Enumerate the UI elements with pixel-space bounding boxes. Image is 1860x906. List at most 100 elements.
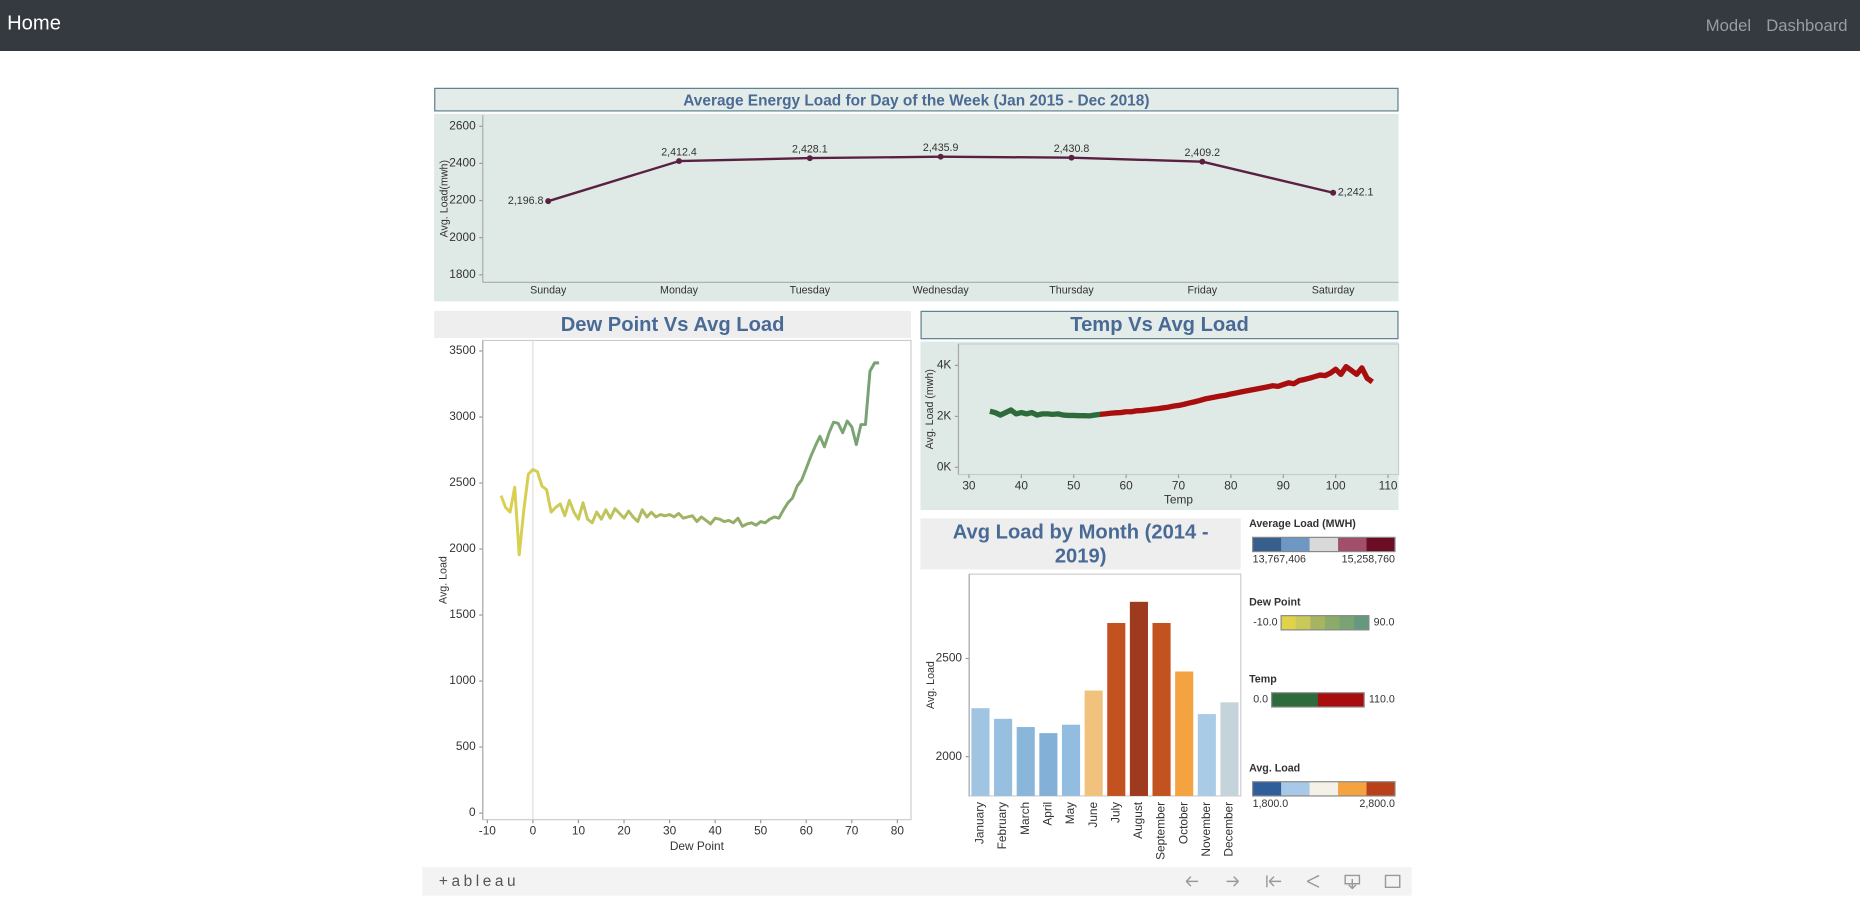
x-tick-label: March bbox=[1018, 802, 1032, 835]
x-tick-label: July bbox=[1108, 802, 1122, 823]
legend-frame bbox=[1252, 781, 1396, 797]
download-icon[interactable] bbox=[1344, 874, 1361, 890]
toolbar-icons bbox=[1185, 874, 1401, 890]
legend-title: Temp bbox=[1249, 674, 1277, 686]
x-tick-label: 10 bbox=[572, 824, 586, 838]
x-tick-label: 40 bbox=[709, 824, 723, 838]
legend-swatch bbox=[1338, 537, 1367, 552]
x-tick-label: 20 bbox=[617, 824, 631, 838]
y-axis-label: Avg. Load (mwh) bbox=[924, 369, 936, 449]
legend-min: 0.0 bbox=[1253, 694, 1268, 706]
y-tick-label: 3000 bbox=[449, 409, 476, 423]
legend-swatch bbox=[1252, 781, 1282, 796]
legend-swatch bbox=[1309, 781, 1339, 796]
data-point bbox=[1199, 158, 1206, 165]
bar bbox=[1084, 690, 1103, 796]
x-tick-label: January bbox=[973, 802, 987, 844]
chart-title: Dew Point Vs Avg Load bbox=[434, 310, 912, 339]
x-tick-label: Thursday bbox=[1049, 284, 1094, 296]
x-tick-label: August bbox=[1131, 801, 1145, 839]
legend-frame bbox=[1280, 615, 1370, 631]
y-tick-label: 2400 bbox=[449, 156, 476, 170]
x-tick-label: Wednesday bbox=[913, 284, 970, 296]
legend-swatch bbox=[1281, 615, 1297, 630]
value-label: 2,409.2 bbox=[1185, 147, 1221, 159]
legend-max: 2,800.0 bbox=[1359, 798, 1395, 810]
legend-swatch bbox=[1281, 537, 1310, 552]
x-tick-label: 100 bbox=[1326, 478, 1346, 492]
y-tick-label: 0K bbox=[937, 459, 952, 473]
y-tick-label: 2K bbox=[937, 409, 952, 423]
bar bbox=[1016, 727, 1035, 796]
y-tick-label: 2500 bbox=[936, 651, 963, 665]
nav-link[interactable]: Model bbox=[1705, 15, 1752, 35]
legend-title: Dew Point bbox=[1249, 596, 1301, 608]
y-tick-label: 3500 bbox=[449, 343, 476, 357]
value-label: 2,412.4 bbox=[661, 147, 697, 159]
y-tick-label: 0 bbox=[469, 805, 476, 819]
x-tick-label: 80 bbox=[1224, 478, 1238, 492]
redo-icon[interactable] bbox=[1226, 876, 1239, 887]
legend-swatch bbox=[1325, 615, 1340, 630]
x-tick-label: 110 bbox=[1379, 478, 1398, 492]
panel bbox=[434, 113, 1399, 302]
x-tick-label: 60 bbox=[1120, 478, 1134, 492]
x-tick-label: April bbox=[1041, 802, 1055, 826]
tableau-logo[interactable]: +ableau bbox=[438, 871, 520, 890]
x-tick-label: 0 bbox=[530, 824, 537, 838]
undo-icon[interactable] bbox=[1185, 876, 1199, 887]
revert-icon[interactable] bbox=[1266, 875, 1282, 888]
y-tick-label: 2000 bbox=[936, 749, 963, 763]
legend-title: Average Load (MWH) bbox=[1249, 518, 1356, 530]
brand[interactable]: Home bbox=[7, 11, 61, 35]
y-tick-label: 2200 bbox=[449, 193, 476, 207]
toolbar: +ableau bbox=[422, 867, 1412, 896]
bar bbox=[1152, 623, 1171, 796]
legend-swatch bbox=[1317, 692, 1365, 707]
x-tick-label: 70 bbox=[1172, 478, 1186, 492]
y-tick-label: 2500 bbox=[449, 475, 476, 489]
x-axis-label: Dew Point bbox=[670, 839, 725, 853]
x-tick-label: Friday bbox=[1188, 284, 1218, 296]
legend-swatch bbox=[1295, 615, 1311, 630]
y-tick-label: 4K bbox=[937, 358, 952, 372]
share-icon[interactable] bbox=[1306, 874, 1320, 888]
x-tick-label: Sunday bbox=[530, 284, 567, 296]
nav-link[interactable]: Dashboard bbox=[1766, 15, 1848, 35]
x-tick-label: June bbox=[1086, 801, 1100, 827]
legend-title: Avg. Load bbox=[1249, 762, 1300, 774]
data-point bbox=[545, 198, 552, 205]
legend-max: 90.0 bbox=[1374, 617, 1395, 629]
legend-swatch bbox=[1252, 537, 1282, 552]
bar bbox=[1197, 714, 1216, 796]
chart-title: Temp Vs Avg Load bbox=[920, 310, 1399, 340]
data-line bbox=[499, 361, 880, 557]
x-tick-label: October bbox=[1176, 802, 1190, 844]
legend-max: 110.0 bbox=[1369, 694, 1395, 706]
legend-frame bbox=[1271, 692, 1365, 708]
data-point bbox=[1068, 154, 1075, 161]
x-tick-label: Monday bbox=[660, 284, 699, 296]
y-axis-label: Avg. Load bbox=[437, 556, 449, 604]
y-axis-label: Avg. Load bbox=[925, 661, 937, 709]
y-tick-label: 2600 bbox=[449, 118, 476, 132]
bar bbox=[1107, 623, 1126, 796]
y-tick-label: 1500 bbox=[449, 607, 476, 621]
legend-swatch bbox=[1366, 781, 1396, 796]
legend-min: 13,767,406 bbox=[1253, 554, 1306, 566]
x-tick-label: 30 bbox=[962, 478, 976, 492]
fullscreen-icon[interactable] bbox=[1384, 874, 1401, 889]
legend-swatch bbox=[1309, 537, 1339, 552]
x-tick-label: September bbox=[1154, 802, 1168, 860]
bar bbox=[1175, 671, 1194, 796]
legend-max: 15,258,760 bbox=[1342, 554, 1395, 566]
legend-min: 1,800.0 bbox=[1253, 798, 1289, 810]
x-tick-label: 40 bbox=[1015, 478, 1029, 492]
y-tick-label: 2000 bbox=[449, 541, 476, 555]
bar bbox=[1220, 702, 1239, 796]
legend-min: -10.0 bbox=[1253, 617, 1277, 629]
legend-swatch bbox=[1354, 615, 1370, 630]
x-tick-label: 80 bbox=[891, 824, 905, 838]
